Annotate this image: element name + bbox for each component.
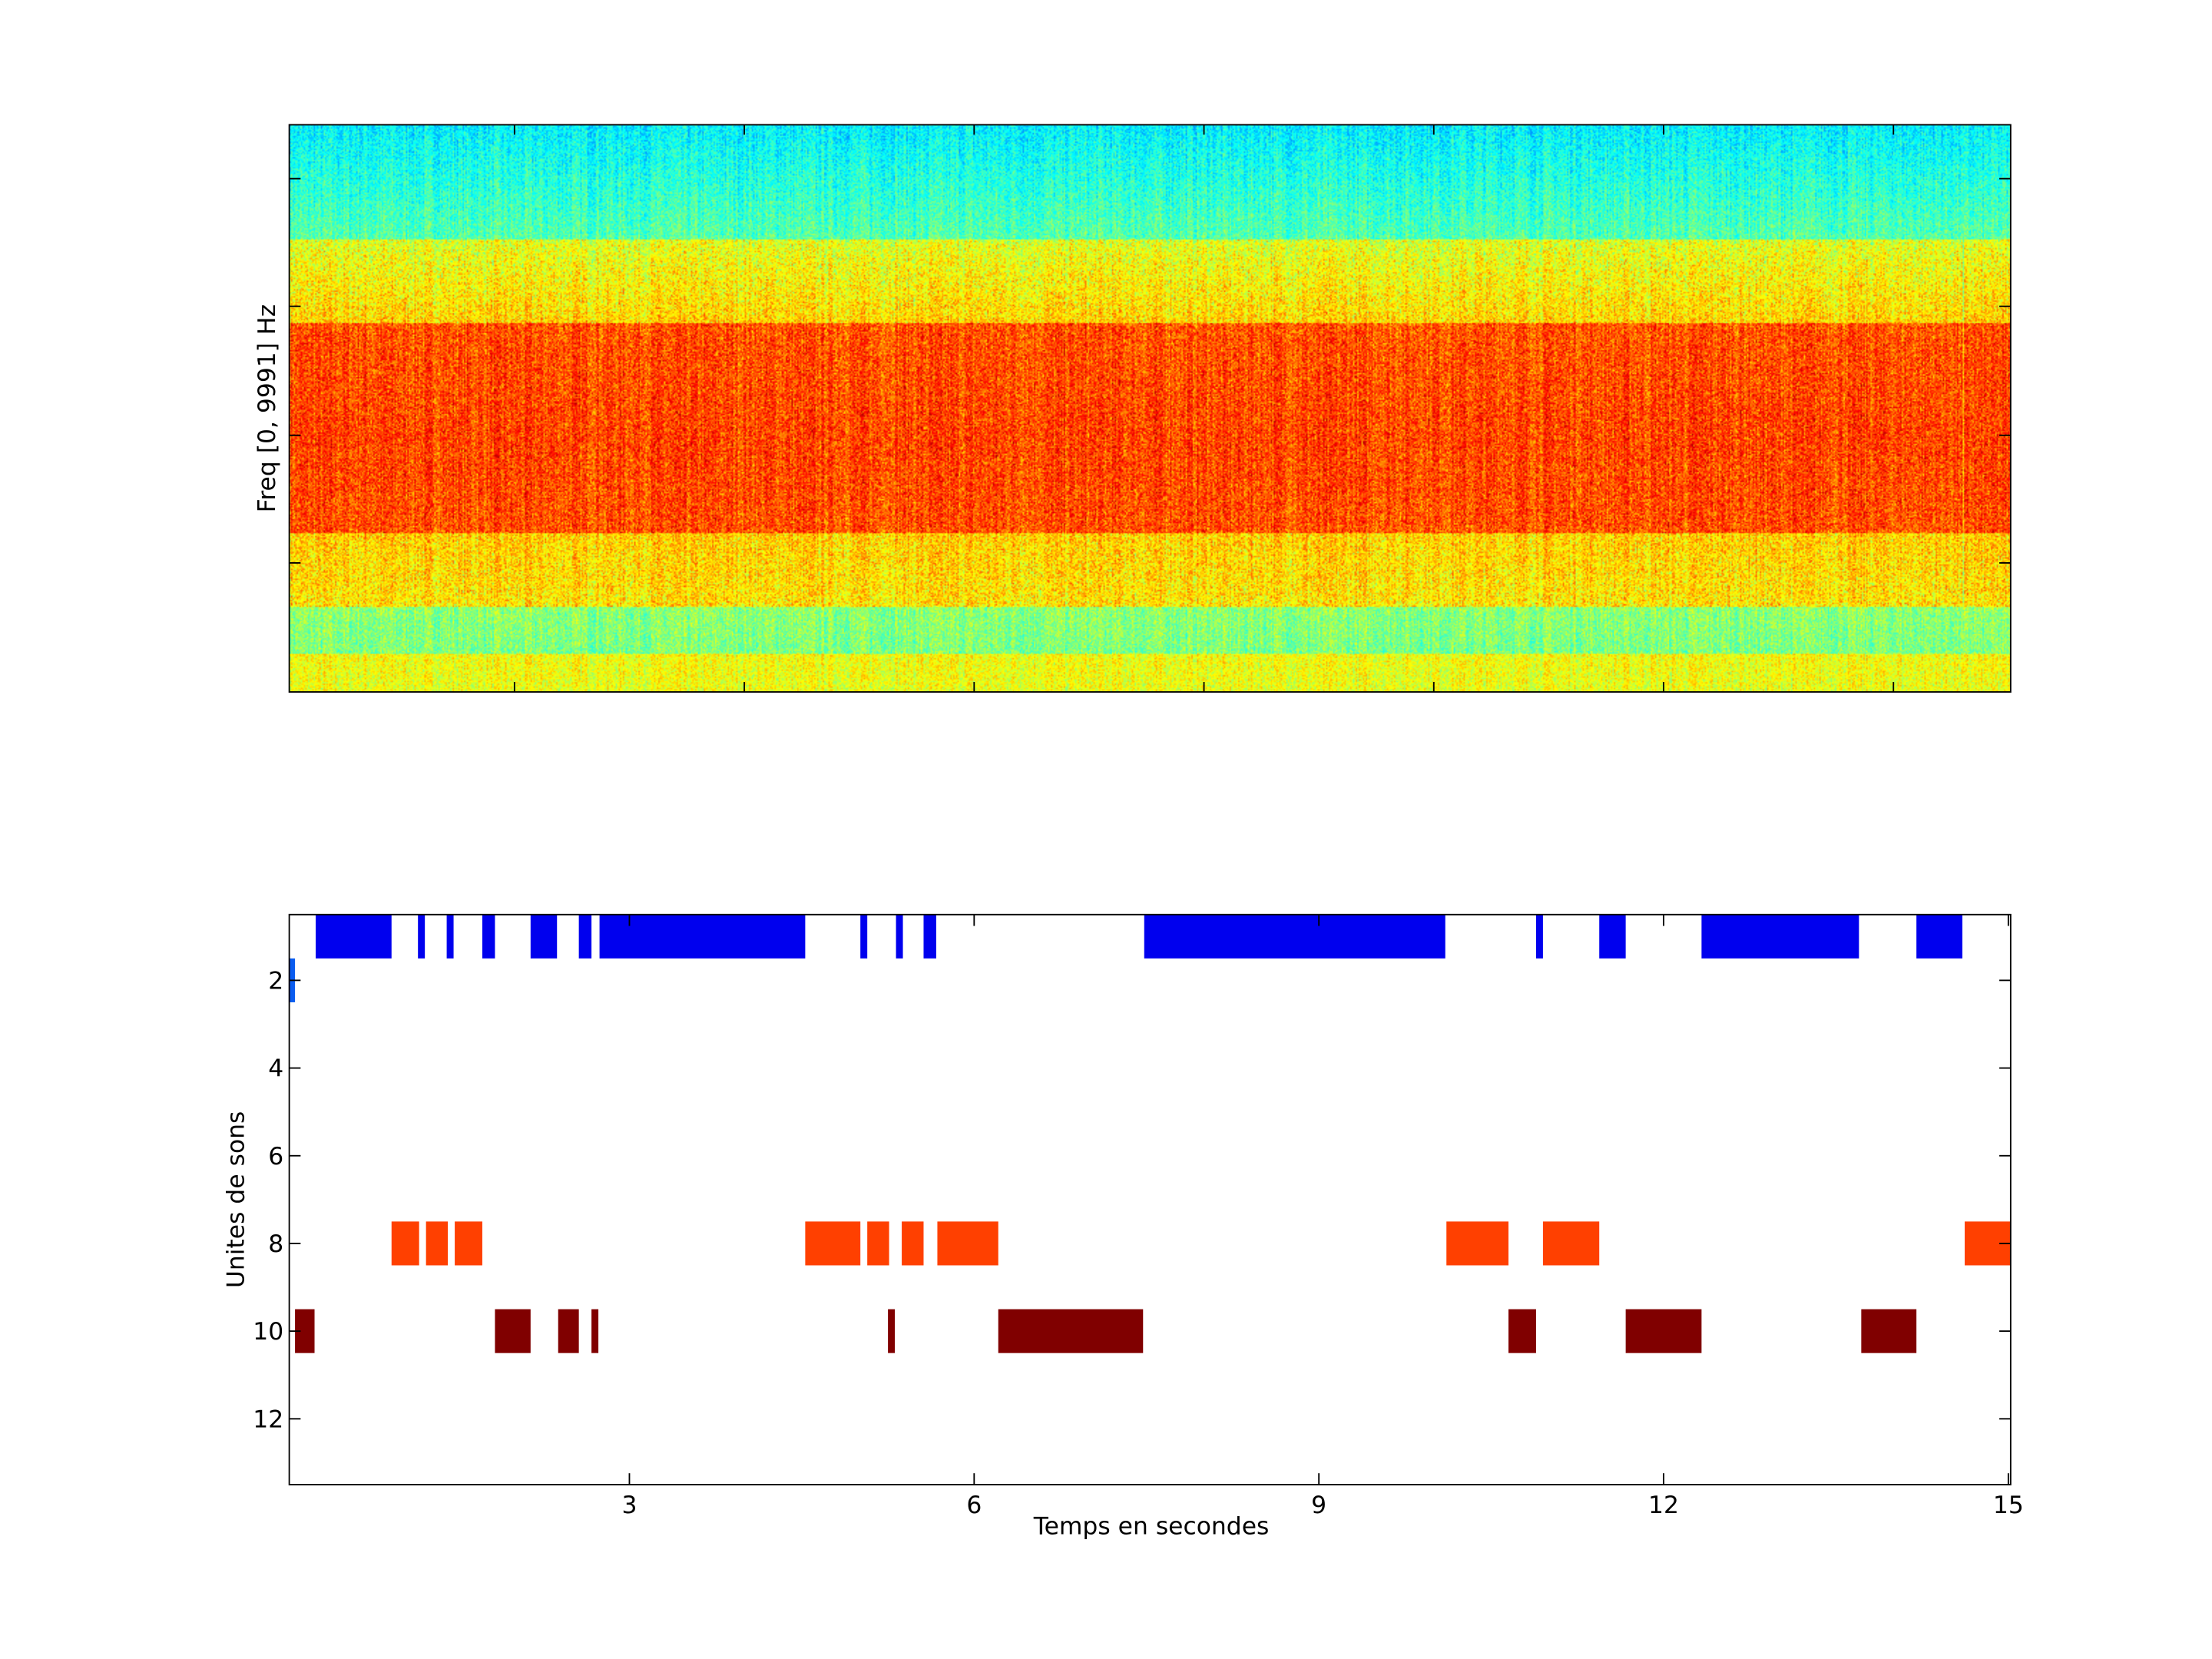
segment-bar-unit-8	[1542, 1221, 1600, 1266]
segment-bar-unit-8	[902, 1221, 924, 1266]
spectrogram-ticks	[289, 124, 2011, 692]
segments-xlabel: Temps en secondes	[1033, 1513, 1270, 1541]
segment-bar-unit-1	[1535, 914, 1543, 959]
segment-bar-unit-1	[530, 914, 558, 959]
segment-bar-unit-8	[1446, 1221, 1509, 1266]
segment-bar-unit-10	[1625, 1309, 1702, 1353]
y-tick-label: 12	[253, 1406, 283, 1433]
x-tick-label: 6	[966, 1492, 982, 1519]
segment-bar-unit-1	[446, 914, 454, 959]
segment-bar-unit-1	[316, 914, 392, 959]
segment-bar-unit-1	[1599, 914, 1626, 959]
y-tick-label: 4	[268, 1055, 283, 1083]
segments-ylabel: Unites de sons	[223, 1111, 250, 1288]
spectrogram-axes-frame	[288, 124, 2012, 693]
segment-bar-unit-8	[455, 1221, 482, 1266]
segment-bar-unit-1	[1916, 914, 1963, 959]
x-tick-label: 15	[1993, 1492, 2024, 1519]
segment-bar-unit-1	[482, 914, 495, 959]
y-tick-label: 10	[253, 1318, 283, 1346]
y-tick-label: 2	[268, 967, 283, 995]
segment-bar-unit-10	[558, 1309, 579, 1353]
spectrogram-ylabel: Freq [0, 9991] Hz	[253, 304, 281, 512]
segment-bar-unit-1	[923, 914, 936, 959]
segment-bar-unit-10	[591, 1309, 599, 1353]
segment-bar-unit-8	[867, 1221, 889, 1266]
segment-bars	[289, 914, 2011, 1353]
segment-bar-unit-10	[1861, 1309, 1917, 1353]
segment-bar-unit-1	[1144, 914, 1445, 959]
segment-bar-unit-1	[599, 914, 806, 959]
y-tick-label: 6	[268, 1143, 283, 1171]
segment-bar-unit-1	[896, 914, 903, 959]
segment-bar-unit-1	[578, 914, 592, 959]
segment-bar-unit-10	[495, 1309, 531, 1353]
spectrogram-image	[290, 124, 2011, 692]
segment-bar-unit-1	[1701, 914, 1859, 959]
segments-axes-frame	[288, 913, 2012, 1485]
segment-bar-unit-1	[860, 914, 868, 959]
segment-bar-unit-8	[426, 1221, 449, 1266]
segment-bar-unit-8	[805, 1221, 861, 1266]
segment-bar-unit-8	[391, 1221, 419, 1266]
segment-bar-unit-10	[1508, 1309, 1536, 1353]
spectrogram-axes: Freq [0, 9991] Hz	[253, 124, 2012, 693]
x-tick-label: 9	[1311, 1492, 1326, 1519]
segments-ticks: 3 6 9 12 15 2 4 6 8 10 12	[253, 914, 2024, 1519]
segment-bar-unit-10	[888, 1309, 896, 1353]
x-tick-label: 12	[1648, 1492, 1679, 1519]
x-tick-label: 3	[621, 1492, 637, 1519]
segment-bar-unit-8	[937, 1221, 998, 1266]
segment-bar-unit-10	[998, 1309, 1144, 1353]
y-tick-label: 8	[268, 1230, 283, 1258]
segment-bar-unit-1	[418, 914, 426, 959]
segments-axes: 3 6 9 12 15 2 4 6 8 10 12 Temps en secondes Unites…	[223, 913, 2024, 1541]
